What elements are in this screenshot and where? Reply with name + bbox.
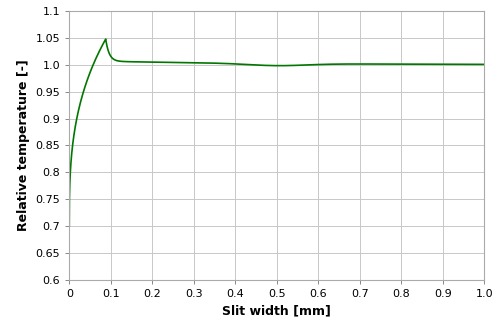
X-axis label: Slit width [mm]: Slit width [mm]: [222, 305, 331, 317]
Y-axis label: Relative temperature [-]: Relative temperature [-]: [17, 60, 30, 231]
